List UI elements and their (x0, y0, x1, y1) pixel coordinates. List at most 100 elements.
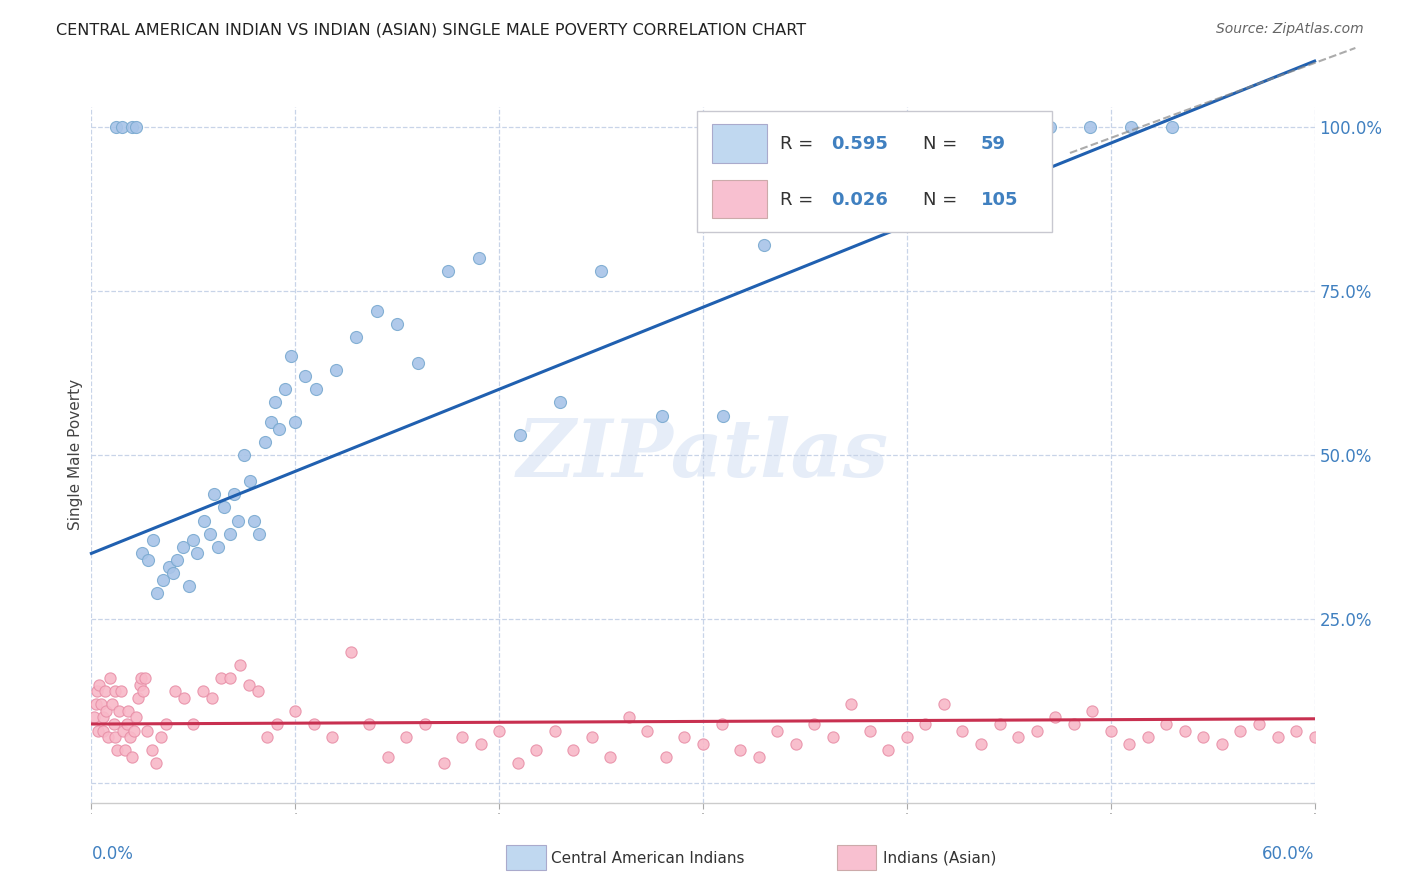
Point (108, 704, 131, 718)
Point (183, 533, 205, 548)
Point (451, 730, 474, 744)
Point (713, 409, 735, 423)
Point (87, 678, 110, 692)
Point (395, 730, 418, 744)
Point (120, 730, 142, 744)
Point (346, 330, 368, 344)
Text: N =: N = (924, 191, 963, 209)
Y-axis label: Single Male Poverty: Single Male Poverty (67, 379, 83, 531)
Point (149, 730, 172, 744)
Point (141, 533, 163, 548)
Point (115, 717, 138, 731)
Point (1080, 120, 1102, 134)
Point (138, 553, 160, 567)
Point (673, 730, 696, 744)
Point (562, 743, 585, 757)
Point (748, 749, 770, 764)
Point (366, 303, 388, 318)
Point (728, 743, 751, 757)
Point (132, 684, 155, 698)
Point (524, 743, 547, 757)
Point (544, 723, 567, 738)
FancyBboxPatch shape (697, 111, 1052, 232)
Point (877, 743, 900, 757)
Point (1285, 723, 1308, 738)
Point (105, 743, 128, 757)
Point (766, 723, 789, 738)
Point (122, 723, 145, 738)
Point (101, 698, 124, 712)
Point (104, 120, 127, 134)
Point (83, 710, 105, 724)
Point (280, 350, 302, 364)
Point (1161, 120, 1184, 134)
Point (134, 671, 156, 685)
Point (219, 671, 242, 685)
Point (839, 698, 862, 712)
Text: R =: R = (780, 191, 820, 209)
Point (406, 356, 429, 370)
Text: R =: R = (780, 135, 820, 153)
Point (302, 717, 325, 731)
Point (186, 546, 208, 560)
Point (163, 684, 186, 698)
Point (114, 743, 136, 757)
Point (488, 723, 510, 738)
Point (243, 514, 266, 528)
Point (274, 382, 297, 396)
Point (385, 317, 409, 331)
Text: 0.0%: 0.0% (91, 845, 134, 863)
Point (581, 730, 603, 744)
Point (267, 422, 290, 436)
Point (467, 251, 491, 265)
Point (91, 710, 114, 724)
Point (253, 434, 276, 449)
Point (1211, 737, 1233, 751)
Point (1303, 730, 1326, 744)
Point (710, 717, 733, 731)
Point (202, 487, 225, 501)
Point (94, 684, 117, 698)
Point (284, 415, 307, 429)
Text: 105: 105 (980, 191, 1018, 209)
Point (794, 120, 817, 134)
Point (98, 671, 121, 685)
Point (304, 382, 326, 396)
Text: Source: ZipAtlas.com: Source: ZipAtlas.com (1216, 22, 1364, 37)
Point (321, 730, 343, 744)
Point (212, 500, 235, 515)
Point (136, 723, 159, 738)
Point (359, 717, 381, 731)
Point (145, 586, 167, 600)
Point (238, 678, 260, 692)
Point (110, 684, 132, 698)
Point (835, 120, 858, 134)
Point (896, 730, 918, 744)
Point (222, 487, 246, 501)
Point (1229, 723, 1251, 738)
Point (201, 690, 224, 705)
Point (155, 717, 177, 731)
Point (617, 710, 640, 724)
Point (96, 704, 118, 718)
Point (226, 514, 249, 528)
Point (998, 120, 1021, 134)
Point (785, 737, 807, 751)
Point (1099, 723, 1122, 738)
Point (377, 749, 399, 764)
Point (125, 710, 148, 724)
Point (988, 717, 1011, 731)
Text: CENTRAL AMERICAN INDIAN VS INDIAN (ASIAN) SINGLE MALE POVERTY CORRELATION CHART: CENTRAL AMERICAN INDIAN VS INDIAN (ASIAN… (56, 22, 807, 37)
Point (1247, 717, 1270, 731)
Point (179, 579, 201, 593)
Point (239, 474, 262, 488)
Point (692, 737, 714, 751)
Bar (711, 180, 766, 219)
Point (256, 730, 278, 744)
Point (228, 657, 250, 672)
Point (294, 369, 316, 384)
Point (1025, 723, 1047, 738)
Point (131, 671, 153, 685)
Point (260, 415, 283, 429)
Point (470, 737, 492, 751)
